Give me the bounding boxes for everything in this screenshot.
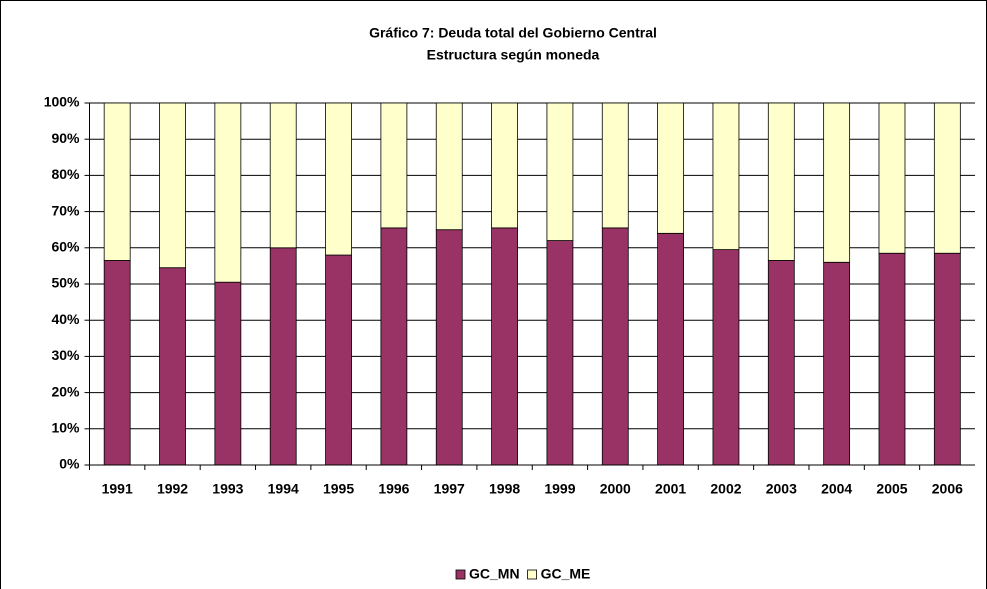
x-tick-label: 1996 bbox=[378, 481, 409, 497]
x-tick-label: 2006 bbox=[932, 481, 963, 497]
bar-segment bbox=[380, 102, 408, 229]
legend-swatch bbox=[527, 569, 537, 580]
bar-segment bbox=[325, 102, 352, 256]
x-tick-label: 2000 bbox=[600, 481, 631, 497]
x-tick-label: 1992 bbox=[157, 481, 188, 497]
bar-segment bbox=[933, 252, 961, 466]
bar-segment bbox=[491, 102, 518, 229]
bar-segment bbox=[823, 102, 851, 263]
y-tick-label: 0% bbox=[59, 456, 80, 472]
x-tick-label: 1993 bbox=[212, 481, 243, 497]
y-tick-label: 100% bbox=[44, 94, 80, 110]
x-tick-label: 1998 bbox=[489, 481, 520, 497]
bar-segment bbox=[159, 267, 186, 466]
bar-segment bbox=[214, 281, 242, 466]
bar-segment bbox=[435, 102, 463, 231]
x-tick-label: 2005 bbox=[876, 481, 907, 497]
bar-segment bbox=[712, 102, 740, 251]
bar-segment bbox=[214, 102, 242, 283]
bar-segment bbox=[159, 102, 186, 269]
bar-segment bbox=[657, 232, 685, 466]
x-tick-label: 2003 bbox=[766, 481, 797, 497]
x-tick-label: 1991 bbox=[102, 481, 133, 497]
bar-segment bbox=[491, 227, 518, 466]
bar-segment bbox=[546, 240, 574, 466]
chart-title: Gráfico 7: Deuda total del Gobierno Cent… bbox=[369, 25, 657, 41]
y-tick-label: 30% bbox=[51, 347, 80, 363]
bar-segment bbox=[657, 102, 685, 234]
y-tick-label: 40% bbox=[51, 311, 80, 327]
x-tick-label: 2001 bbox=[655, 481, 686, 497]
x-tick-label: 2002 bbox=[710, 481, 741, 497]
y-tick-label: 80% bbox=[51, 166, 80, 182]
legend-label: GC_MN bbox=[469, 566, 520, 582]
y-tick-label: 70% bbox=[51, 202, 80, 218]
bar-segment bbox=[601, 227, 629, 466]
bar-segment bbox=[878, 252, 906, 466]
bar-segment bbox=[933, 102, 961, 254]
chart-subtitle: Estructura según moneda bbox=[427, 47, 600, 63]
bar-segment bbox=[601, 102, 629, 229]
x-tick-label: 1995 bbox=[323, 481, 354, 497]
bar-segment bbox=[325, 254, 352, 466]
x-tick-label: 2004 bbox=[821, 481, 852, 497]
bar-segment bbox=[380, 227, 408, 466]
bar-segment bbox=[435, 229, 463, 466]
bar-segment bbox=[546, 102, 574, 241]
legend-swatch bbox=[455, 569, 466, 580]
bar-segment bbox=[823, 261, 851, 466]
y-tick-label: 60% bbox=[51, 239, 80, 255]
y-tick-label: 10% bbox=[51, 420, 80, 436]
x-tick-label: 1997 bbox=[434, 481, 465, 497]
bar-segment bbox=[767, 102, 795, 261]
bar-segment bbox=[767, 260, 795, 466]
x-tick-label: 1994 bbox=[268, 481, 299, 497]
bar-segment bbox=[878, 102, 906, 254]
bar-segment bbox=[269, 247, 297, 466]
x-tick-label: 1999 bbox=[544, 481, 575, 497]
y-tick-label: 50% bbox=[51, 275, 80, 291]
y-tick-label: 90% bbox=[51, 130, 80, 146]
y-tick-label: 20% bbox=[51, 383, 80, 399]
bar-segment bbox=[103, 102, 131, 261]
legend-label: GC_ME bbox=[541, 566, 591, 582]
bar-segment bbox=[269, 102, 297, 249]
bar-segment bbox=[712, 249, 740, 466]
bar-segment bbox=[103, 260, 131, 466]
